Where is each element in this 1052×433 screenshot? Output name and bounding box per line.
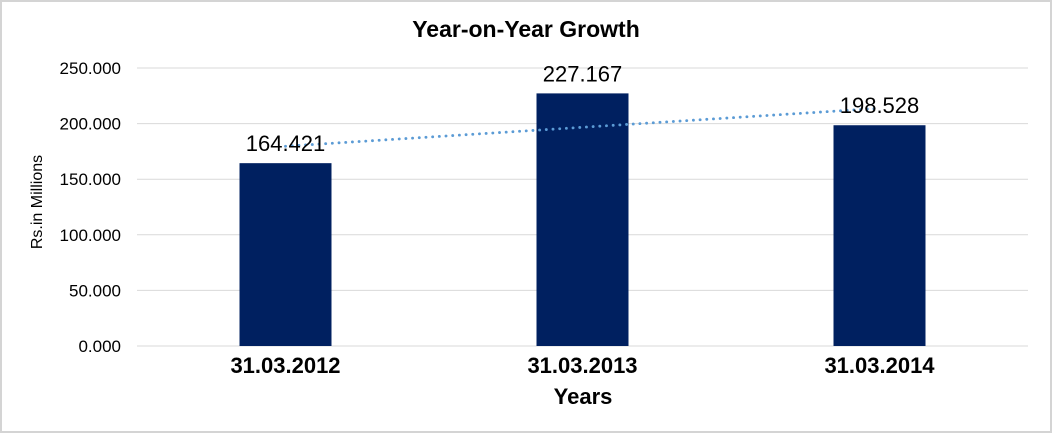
x-category-label: 31.03.2012 xyxy=(230,353,340,378)
data-label: 198.528 xyxy=(840,93,920,118)
y-tick-label: 0.000 xyxy=(78,337,121,356)
x-category-label: 31.03.2013 xyxy=(527,353,637,378)
x-category-label: 31.03.2014 xyxy=(824,353,935,378)
y-tick-label: 50.000 xyxy=(69,281,121,300)
bar xyxy=(536,93,629,347)
bar xyxy=(239,163,332,346)
bar xyxy=(833,125,926,346)
y-tick-label: 250.000 xyxy=(60,59,121,78)
trendline xyxy=(284,106,881,148)
y-tick-label: 100.000 xyxy=(60,226,121,245)
y-tick-label: 150.000 xyxy=(60,170,121,189)
x-axis-title: Years xyxy=(553,384,613,409)
data-label: 227.167 xyxy=(543,61,623,86)
chart-title: Year-on-Year Growth xyxy=(412,16,640,42)
y-tick-label: 200.000 xyxy=(60,115,121,134)
data-label: 164.421 xyxy=(246,131,326,156)
